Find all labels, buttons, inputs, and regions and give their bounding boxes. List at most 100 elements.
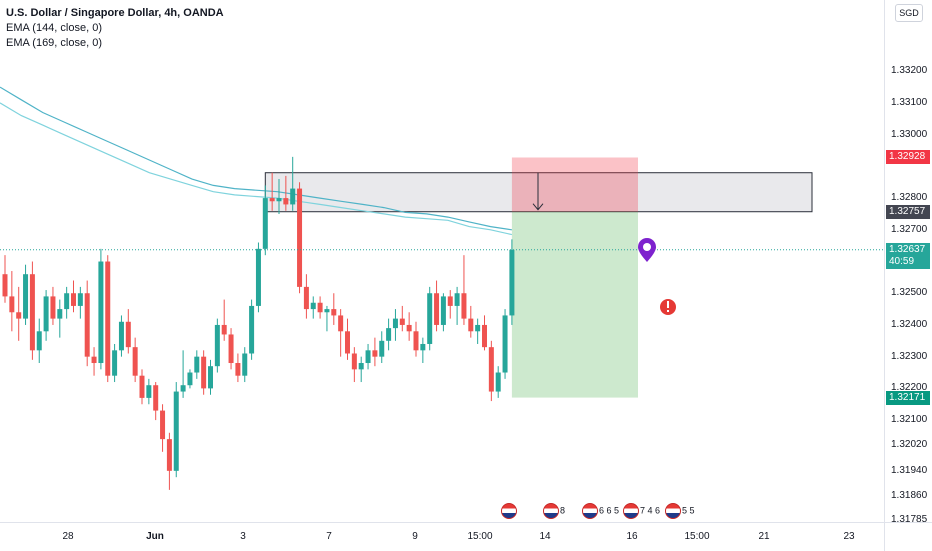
candle <box>297 182 303 294</box>
candle <box>180 350 186 398</box>
candle-body <box>310 302 316 310</box>
candle <box>372 337 378 367</box>
candle-body <box>235 363 241 376</box>
candle-body <box>262 198 268 249</box>
candle-body <box>16 312 22 319</box>
pin-hole <box>643 243 651 251</box>
candle <box>317 296 323 319</box>
candle <box>221 299 227 341</box>
candle <box>160 404 166 452</box>
candle <box>392 309 398 341</box>
candle <box>23 264 29 325</box>
candle-body <box>399 318 405 325</box>
candle-body <box>447 296 453 306</box>
candle <box>146 378 152 405</box>
candle-body <box>160 410 166 440</box>
economic-event-marker[interactable] <box>501 503 518 519</box>
candle <box>434 280 440 332</box>
current-price-value: 1.32637 <box>889 243 926 255</box>
price-axis[interactable]: SGD 1.33200 1.33100 1.33000 1.32800 1.32700 1… <box>884 0 932 525</box>
candle <box>379 331 385 364</box>
chart-legend: U.S. Dollar / Singapore Dollar, 4h, OAND… <box>6 6 224 51</box>
candle-body <box>440 296 446 325</box>
candle-body <box>358 363 364 370</box>
candle <box>310 296 316 319</box>
candle-body <box>57 309 63 319</box>
candle-body <box>187 372 193 386</box>
candle <box>255 242 261 313</box>
arrow-head-icon <box>532 203 544 211</box>
candle-body <box>427 293 433 344</box>
candle-body <box>77 293 83 306</box>
candle-body <box>502 315 508 373</box>
candle-body <box>118 321 124 351</box>
ema-169-label[interactable]: EMA (169, close, 0) <box>6 37 102 49</box>
candle <box>249 299 255 360</box>
candle <box>468 305 474 338</box>
candle <box>214 318 220 373</box>
candle-body <box>2 274 8 297</box>
candle-body <box>434 293 440 325</box>
economic-event-marker[interactable]: 8 <box>543 503 565 519</box>
candle <box>242 347 248 383</box>
candle <box>406 312 412 341</box>
candle-body <box>64 293 70 310</box>
price-tick-label: 1.32700 <box>891 223 928 235</box>
candle <box>358 356 364 383</box>
symbol-title[interactable]: U.S. Dollar / Singapore Dollar, 4h, OAND… <box>6 7 224 19</box>
candle-body <box>98 261 104 364</box>
price-tick-label: 1.32020 <box>891 439 928 451</box>
candlestick-chart[interactable] <box>0 0 884 522</box>
candle <box>173 382 179 478</box>
target-price-tag: 1.32171 <box>886 390 930 405</box>
us-flag-icon <box>543 503 559 519</box>
us-flag-icon <box>582 503 598 519</box>
candle-body <box>201 356 207 389</box>
current-price-tag: 1.32637 40:59 <box>886 242 930 269</box>
candle <box>201 350 207 395</box>
currency-button[interactable]: SGD <box>895 4 923 22</box>
event-count: 8 <box>560 505 566 516</box>
candle <box>228 328 234 370</box>
event-count: 6 6 5 <box>599 505 620 516</box>
candle <box>64 286 70 319</box>
candle <box>132 337 138 383</box>
price-tick-label: 1.33200 <box>891 65 928 77</box>
us-flag-icon <box>665 503 681 519</box>
candle <box>413 321 419 357</box>
candle-body <box>112 350 118 376</box>
candle-body <box>365 350 371 364</box>
candle <box>71 280 76 313</box>
candle-body <box>139 375 145 398</box>
time-axis[interactable]: 28 Jun 3 7 9 15:00 14 16 15:00 21 23 <box>0 522 884 551</box>
candle <box>269 172 275 211</box>
candle <box>440 293 446 332</box>
ema-144-label[interactable]: EMA (144, close, 0) <box>6 22 102 34</box>
event-count: 7 4 6 <box>640 505 661 516</box>
candle <box>427 286 433 351</box>
economic-event-marker[interactable]: 5 5 <box>665 503 695 519</box>
time-tick-label: 7 <box>326 531 332 542</box>
candle-body <box>324 309 330 313</box>
candle-body <box>228 334 234 364</box>
candle <box>2 255 8 303</box>
location-pin-icon <box>638 238 656 262</box>
axis-corner <box>884 522 932 551</box>
economic-event-marker[interactable]: 7 4 6 <box>623 503 660 519</box>
time-tick-label: 9 <box>412 531 418 542</box>
economic-event-marker[interactable]: 6 6 5 <box>582 503 619 519</box>
bar-countdown: 40:59 <box>889 255 915 267</box>
candle-body <box>166 439 172 471</box>
candle <box>98 248 104 370</box>
candle <box>187 369 193 389</box>
price-tick-label: 1.32400 <box>891 318 928 330</box>
entry-price-tag: 1.32757 <box>886 204 930 219</box>
candle-body <box>84 293 90 357</box>
candle-body <box>43 296 49 332</box>
alert-bar <box>667 301 669 308</box>
time-tick-label: 23 <box>843 531 855 542</box>
candle-body <box>475 324 481 332</box>
candle <box>502 309 508 379</box>
chart-area[interactable]: U.S. Dollar / Singapore Dollar, 4h, OAND… <box>0 0 884 522</box>
candle-body <box>338 315 344 332</box>
